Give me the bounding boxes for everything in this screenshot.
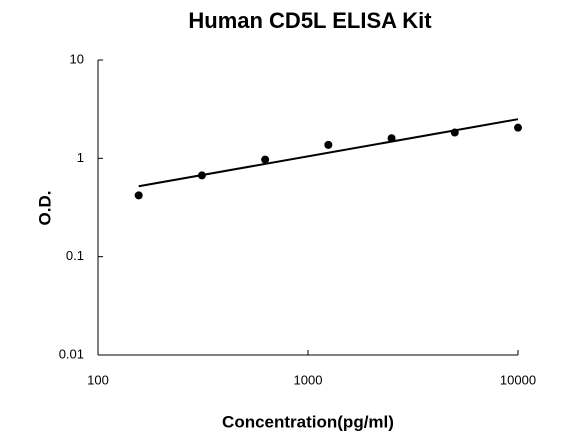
x-tick-label: 100 bbox=[87, 372, 109, 387]
x-tick-label: 10000 bbox=[500, 372, 536, 387]
y-tick-label: 0.1 bbox=[66, 248, 84, 263]
data-point bbox=[514, 123, 522, 132]
chart-title: Human CD5L ELISA Kit bbox=[188, 8, 432, 33]
trendline bbox=[138, 118, 519, 188]
y-tick-label: 0.01 bbox=[59, 346, 84, 361]
y-axis-label: O.D. bbox=[35, 191, 54, 226]
data-point bbox=[387, 134, 396, 143]
data-point bbox=[134, 191, 143, 200]
y-tick-label: 1 bbox=[77, 150, 84, 165]
data-point bbox=[197, 171, 206, 180]
y-tick-label: 10 bbox=[70, 51, 84, 66]
x-axis-label: Concentration(pg/ml) bbox=[222, 412, 394, 431]
data-point bbox=[324, 140, 333, 149]
data-point bbox=[261, 155, 270, 164]
data-point bbox=[450, 128, 459, 137]
x-tick-label: 1000 bbox=[294, 372, 323, 387]
